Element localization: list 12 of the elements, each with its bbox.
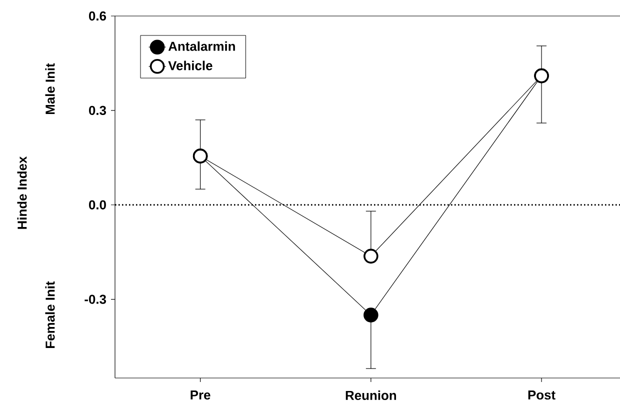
legend-label: Vehicle <box>168 60 212 70</box>
y-tick-label: -0.3 <box>84 294 106 304</box>
y-tick-label: 0.3 <box>89 106 106 116</box>
x-tick-label: Post <box>528 390 556 400</box>
legend-label: Antalarmin <box>168 41 235 51</box>
y-axis-title: Hinde Index <box>17 156 27 229</box>
y-tick-label: 0.6 <box>89 11 106 21</box>
x-tick-label: Pre <box>190 390 210 400</box>
text: Female Init <box>45 281 55 348</box>
y-tick-label: 0.0 <box>89 200 106 210</box>
text: Male Init <box>45 63 55 114</box>
x-tick-label: Reunion <box>346 390 396 400</box>
